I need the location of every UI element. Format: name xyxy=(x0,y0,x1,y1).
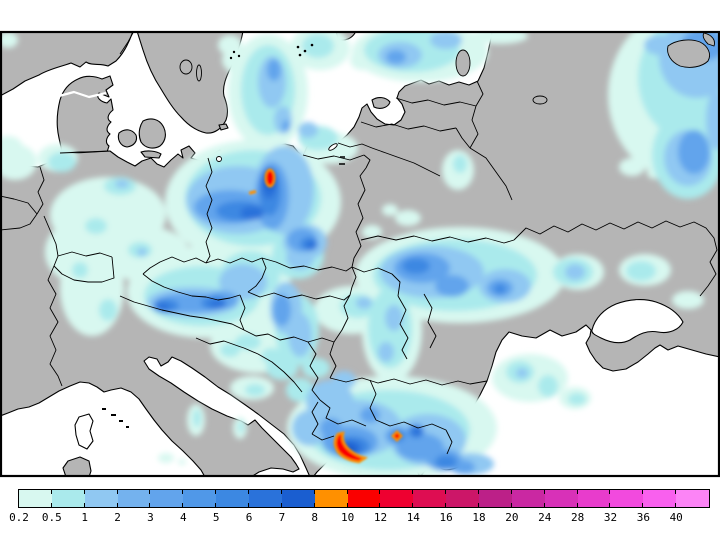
colorbar-cell: 0.5 xyxy=(42,490,85,524)
map-marker xyxy=(340,156,345,158)
colorbar-label: 40 xyxy=(669,511,683,524)
colorbar-cell: 40 xyxy=(670,490,710,524)
colorbar-label: 0.5 xyxy=(41,511,62,524)
colorbar-cell: 20 xyxy=(505,490,545,524)
colorbar-label: 28 xyxy=(570,511,585,524)
map-marker xyxy=(339,163,345,165)
land-saaremaa xyxy=(371,97,391,109)
colorbar-cell: 6 xyxy=(246,490,282,524)
colorbar-label: 18 xyxy=(472,511,486,524)
colorbar-label: 5 xyxy=(212,511,220,524)
country-borders xyxy=(2,33,718,455)
colorbar-label: 1 xyxy=(81,511,89,524)
land-zealand xyxy=(138,118,166,149)
lake-peipus xyxy=(455,49,471,77)
land-funen xyxy=(117,129,138,148)
szczecin-lagoon xyxy=(216,156,222,162)
colorbar-cell: 2 xyxy=(114,490,151,524)
red-core-poland xyxy=(266,171,274,185)
red-diamond-bulgaria xyxy=(394,433,400,439)
colorbar-cell: 18 xyxy=(472,490,512,524)
colorbar-cell: 12 xyxy=(374,490,414,524)
colorbar-cell: 5 xyxy=(213,490,250,524)
curonian-lagoon xyxy=(328,143,338,151)
map-frame xyxy=(0,30,720,478)
colorbar-label: 2 xyxy=(114,511,121,524)
colorbar-label: 3 xyxy=(147,511,154,524)
colorbar-cell: 14 xyxy=(407,490,447,524)
colorbar-cell: 16 xyxy=(440,490,480,524)
colorbar-cell: 36 xyxy=(637,490,677,524)
colorbar-cell: 10 xyxy=(341,490,381,524)
colorbar-label: 10 xyxy=(340,511,355,524)
lake-vattern xyxy=(196,64,202,82)
landmasses xyxy=(2,33,718,475)
lake-vanern xyxy=(179,59,193,75)
colorbar-cell: 28 xyxy=(571,490,611,524)
orange-dash xyxy=(248,189,257,195)
red-streak-balkans xyxy=(333,431,369,464)
lake-ladoga xyxy=(667,39,711,68)
colorbar-label: 20 xyxy=(505,511,519,524)
colorbar-cell: 4 xyxy=(180,490,217,524)
colorbar-label: 32 xyxy=(603,511,618,524)
colorbar-label: 8 xyxy=(311,511,319,524)
precipitation-colorbar: 0.2 0.5 1 2 3 4 5 6 7 8 10 12 14 16 18 20 24 28 32 36 40 xyxy=(9,489,710,524)
lake-onega xyxy=(702,33,715,47)
small-islands xyxy=(102,43,345,428)
colorbar-label: 24 xyxy=(538,511,552,524)
colorbar-cell: 32 xyxy=(604,490,644,524)
colorbar-cell: 24 xyxy=(538,490,578,524)
colorbar-label: 4 xyxy=(179,511,187,524)
land-norway xyxy=(2,33,133,96)
colorbar-cell: 7 xyxy=(279,490,315,524)
sea-of-azov xyxy=(591,299,684,344)
colorbar-cell: 8 xyxy=(311,490,348,524)
colorbar-label: 0.2 xyxy=(9,511,29,524)
lake-ilmen xyxy=(532,95,548,105)
colorbar-label: 6 xyxy=(245,511,253,524)
colorbar-cell: 0.2 xyxy=(9,490,52,524)
colorbar-label: 36 xyxy=(636,511,650,524)
colorbar-label: 7 xyxy=(278,511,286,524)
colorbar-label: 14 xyxy=(406,511,420,524)
colorbar-label: 12 xyxy=(373,511,388,524)
colorbar-cell: 1 xyxy=(81,490,118,524)
land-sardinia xyxy=(62,456,92,475)
colorbar-label: 16 xyxy=(439,511,453,524)
limfjord-channel xyxy=(58,90,107,99)
land-bornholm xyxy=(218,123,229,131)
land-corsica xyxy=(74,413,94,450)
heavy-precipitation-cores xyxy=(248,168,403,464)
colorbar-cell: 3 xyxy=(147,490,184,524)
land-lolland xyxy=(140,150,162,159)
